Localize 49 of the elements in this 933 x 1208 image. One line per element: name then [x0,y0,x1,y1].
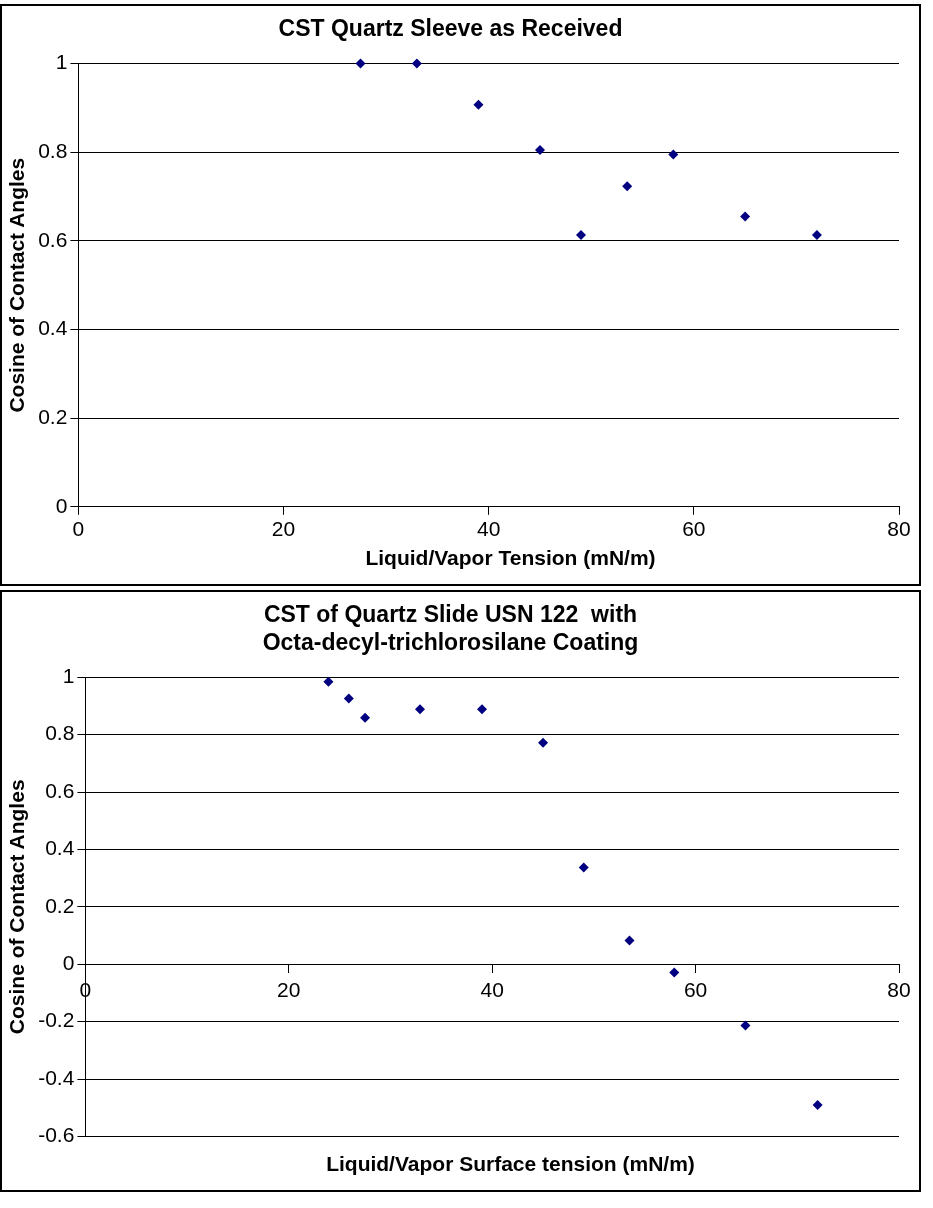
chart-title: CST Quartz Sleeve as Received [278,15,623,42]
point [360,712,371,723]
y-tick-label: 0 [62,951,75,974]
point [534,145,545,156]
point [576,230,587,241]
x-tick-label: 80 [887,977,911,1001]
x-tick-label: 40 [480,977,504,1001]
point [477,704,488,715]
point [740,1020,751,1031]
point [624,935,635,946]
point [538,737,549,748]
y-tick-label: 0.8 [38,139,68,163]
y-tick-label: 0.4 [45,836,75,860]
chart-title: CST of Quartz Slide USN 122 with Octa-decyl-trichlorosilane Coating [262,601,639,655]
y-tick-label: 0.6 [38,227,68,251]
point [355,58,366,69]
y-tick-label: 0.2 [45,893,75,917]
y-axis-title: Cosine of Contact Angles [5,157,29,413]
y-tick-label: 0.6 [45,778,75,802]
point [578,862,589,873]
y-tick-label: 1 [62,664,75,687]
point [812,1100,823,1111]
x-tick-label: 20 [277,977,301,1001]
point [622,181,633,192]
point [473,99,484,110]
y-tick-label: 0.4 [38,316,68,340]
y-tick-label: 0 [55,493,68,517]
y-tick-label: 0.2 [38,404,68,428]
x-tick-label: 60 [682,517,706,541]
x-tick-label: 60 [683,977,708,1001]
point [740,211,751,222]
y-axis-title: Cosine of Contact Angles [5,779,29,1035]
x-axis-title: Liquid/Vapor Tension (mN/m) [364,546,657,571]
point [414,704,425,715]
point [811,230,822,241]
point [668,149,679,160]
x-tick-label: 20 [271,517,296,541]
x-tick-label: 80 [887,517,911,541]
y-tick-label: 0.8 [45,721,75,745]
y-tick-label: 1 [55,50,68,74]
point [669,967,680,978]
y-tick-label: -0.6 [38,1123,75,1147]
y-tick-label: -0.2 [38,1008,75,1032]
x-axis-title: Liquid/Vapor Surface tension (mN/m) [325,1152,696,1177]
point [343,693,354,704]
x-tick-label: 40 [477,517,501,541]
y-tick-label: -0.4 [38,1065,75,1089]
point [323,676,334,687]
point [411,58,422,69]
